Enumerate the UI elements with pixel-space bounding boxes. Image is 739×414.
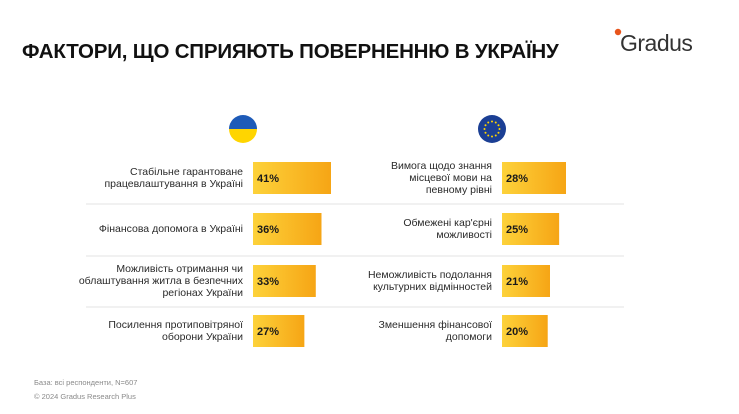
category-label-text: Стабільне гарантоване працевлаштування в …: [104, 166, 243, 190]
category-label: Неможливість подолання культурних відмінн…: [342, 259, 492, 303]
category-label-text: Можливість отримання чи облаштування житл…: [78, 263, 243, 299]
category-label: Вимога щодо знання місцевої мови на певном…: [342, 156, 492, 200]
eu-flag-icon: [478, 115, 506, 143]
category-label: Стабільне гарантоване працевлаштування в …: [63, 156, 243, 200]
category-label: Зменшення фінансової допомоги: [342, 309, 493, 353]
category-label-text: Неможливість подолання культурних відмінн…: [367, 269, 492, 293]
category-label-text: Фінансова допомога в Україні: [98, 223, 243, 235]
bar-ukraine-1: [253, 162, 331, 194]
bar-eu-4: [502, 315, 548, 347]
bar-value-label: 20%: [506, 326, 528, 338]
bar-value-label: 28%: [506, 173, 528, 185]
category-label-text: Обмежені кар'єрні можливості: [403, 217, 492, 241]
ukraine-flag-icon: [229, 115, 257, 143]
bar-ukraine-4: [253, 315, 305, 347]
bar-value-label: 21%: [506, 276, 528, 288]
category-label: Обмежені кар'єрні можливості: [342, 207, 492, 251]
page-title: ФАКТОРИ, ЩО СПРИЯЮТЬ ПОВЕРНЕННЮ В УКРАЇН…: [22, 40, 559, 63]
bar-value-label: 25%: [506, 224, 528, 236]
footer-base: База: всі респонденти, N=607: [34, 378, 138, 387]
logo-accent-icon: [614, 28, 622, 36]
category-label-text: Посилення протиповітряної оборони України: [108, 319, 243, 343]
bar-eu-3: [502, 265, 550, 297]
category-label: Посилення протиповітряної оборони України: [63, 309, 243, 353]
gradus-logo: Gradus: [612, 26, 722, 58]
bar-eu-2: [502, 213, 560, 245]
category-label: Можливість отримання чи облаштування житл…: [63, 259, 243, 303]
logo-text: Gradus: [620, 30, 693, 56]
category-label-text: Вимога щодо знання місцевої мови на певном…: [390, 160, 492, 196]
bar-ukraine-2: [253, 213, 322, 245]
bar-value-label: 36%: [257, 224, 279, 236]
category-label: Фінансова допомога в Україні: [63, 207, 243, 251]
footer-copyright: © 2024 Gradus Research Plus: [34, 392, 136, 401]
bar-value-label: 41%: [257, 173, 279, 185]
bar-eu-1: [502, 162, 566, 194]
bar-ukraine-3: [253, 265, 316, 297]
bar-value-label: 27%: [257, 326, 279, 338]
category-label-text: Зменшення фінансової допомоги: [378, 319, 493, 343]
bar-value-label: 33%: [257, 276, 279, 288]
